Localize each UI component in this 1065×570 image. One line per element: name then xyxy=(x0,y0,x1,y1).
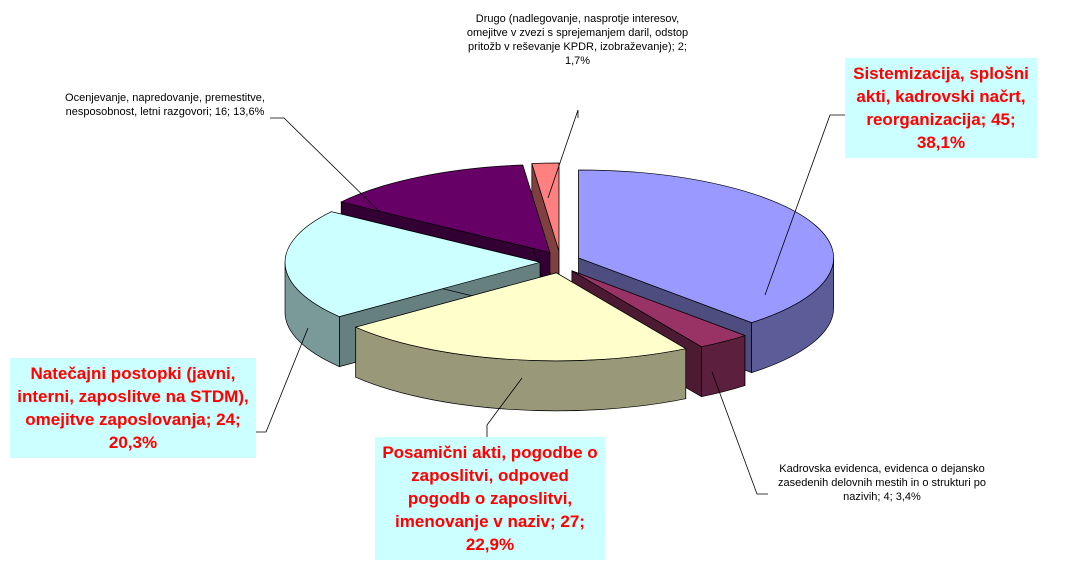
leader-line xyxy=(486,377,523,437)
data-label: Natečajni postopki (javni, interni, zapo… xyxy=(10,358,256,458)
slice xyxy=(354,272,687,412)
data-label: Ocenjevanje, napredovanje, premestitve, … xyxy=(65,92,265,118)
data-label: Kadrovska evidenca, evidenca o dejansko … xyxy=(778,463,986,503)
data-label: Drugo (nadlegovanje, nasprotje interesov… xyxy=(466,13,689,67)
slice-top xyxy=(571,270,746,348)
slice-top xyxy=(284,211,541,318)
data-label: Sistemizacija, splošni akti, kadrovski n… xyxy=(845,58,1037,158)
slice-top xyxy=(354,272,687,362)
leader-line xyxy=(270,117,381,213)
slice-top xyxy=(578,169,834,324)
slice-top xyxy=(340,164,551,253)
leader-line xyxy=(711,371,768,495)
leader-line xyxy=(256,327,309,433)
leader-line xyxy=(764,114,845,296)
data-label: Posamični akti, pogodbe o zaposlitvi, od… xyxy=(375,437,605,560)
leader-line xyxy=(547,109,579,199)
